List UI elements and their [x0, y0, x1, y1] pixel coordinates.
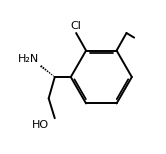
Text: H₂N: H₂N — [17, 54, 39, 64]
Text: HO: HO — [32, 120, 49, 130]
Text: Cl: Cl — [70, 21, 81, 31]
